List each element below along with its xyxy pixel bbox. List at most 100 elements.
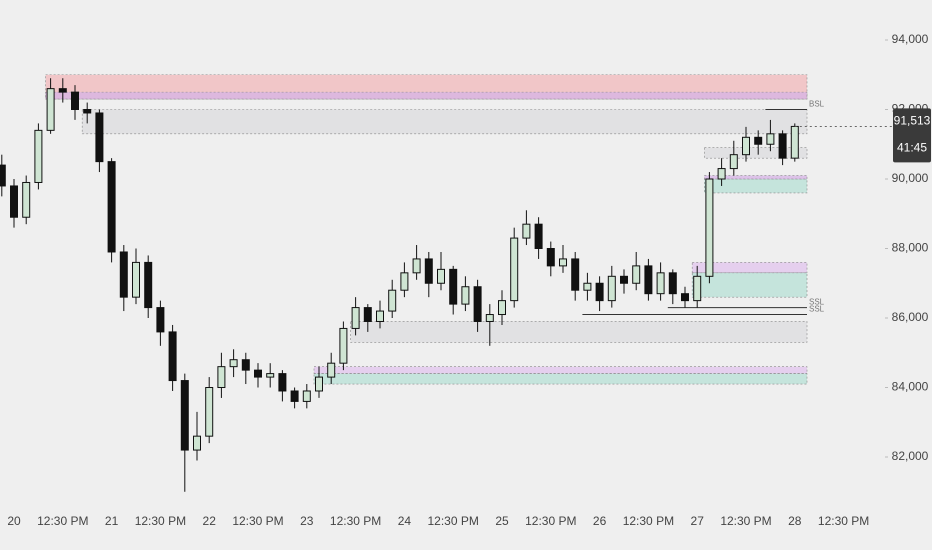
zone	[313, 373, 808, 385]
last-price-badge	[893, 108, 931, 163]
candle-body	[107, 161, 116, 253]
candle-body	[742, 136, 750, 156]
candle-body	[766, 133, 775, 145]
x-tick-label: 12:30 PM	[37, 514, 88, 528]
candle-body	[168, 331, 177, 382]
candle-body	[205, 387, 214, 437]
candle-body	[95, 112, 104, 163]
y-tick-label: 82,000	[892, 449, 929, 463]
candle-body	[790, 125, 799, 159]
level-label: SSL	[809, 298, 825, 307]
level-label: SSL	[809, 305, 825, 314]
candle-body	[0, 164, 6, 187]
candle-body	[229, 359, 238, 368]
y-tick-label: 84,000	[892, 380, 929, 394]
candle-body	[290, 390, 299, 402]
x-tick-label: 12:30 PM	[623, 514, 674, 528]
x-tick-label: 12:30 PM	[135, 514, 186, 528]
candle-body	[595, 282, 604, 302]
candle-body	[778, 133, 787, 159]
candle-body	[266, 373, 275, 378]
candle-body	[254, 369, 262, 378]
candle-body	[241, 359, 250, 371]
candle-body	[656, 272, 665, 295]
zone	[313, 366, 808, 374]
candle-body	[632, 265, 641, 284]
candle-body	[668, 272, 677, 295]
x-tick-label: 12:30 PM	[818, 514, 869, 528]
candle-body	[278, 373, 287, 392]
zone	[691, 272, 808, 298]
countdown-label: 41:45	[897, 141, 927, 155]
x-tick-label: 12:30 PM	[232, 514, 283, 528]
candle-body	[217, 366, 226, 389]
x-tick-label: 27	[691, 514, 705, 528]
candle-body	[437, 268, 445, 284]
candle-body	[376, 310, 384, 322]
candle-body	[22, 181, 31, 218]
candle-body	[193, 435, 201, 451]
x-tick-label: 25	[495, 514, 509, 528]
candle-body	[534, 223, 543, 250]
candle-body	[559, 258, 567, 267]
candle-body	[717, 168, 726, 180]
zone	[704, 175, 808, 180]
zone	[81, 109, 808, 135]
x-tick-label: 26	[593, 514, 607, 528]
candle-body	[339, 327, 348, 364]
candle-body	[58, 88, 67, 93]
candle-body	[132, 261, 140, 298]
x-tick-label: 20	[7, 514, 21, 528]
y-tick-label: 90,000	[892, 171, 929, 185]
candle-body	[46, 88, 55, 131]
candle-body	[424, 258, 433, 284]
candle-body	[180, 380, 189, 451]
x-tick-label: 12:30 PM	[428, 514, 479, 528]
level-label: BSL	[809, 100, 825, 109]
candle-body	[693, 275, 702, 302]
y-tick-label: 88,000	[892, 241, 929, 255]
x-tick-label: 12:30 PM	[330, 514, 381, 528]
candle-body	[144, 261, 153, 309]
last-price-label: 91,513	[894, 114, 931, 128]
x-tick-label: 12:30 PM	[720, 514, 771, 528]
candle-body	[754, 136, 763, 145]
candle-body	[351, 307, 360, 329]
candle-body	[388, 289, 397, 312]
candle-body	[485, 314, 494, 322]
x-tick-label: 23	[300, 514, 314, 528]
candle-body	[302, 390, 311, 402]
candle-body	[473, 286, 482, 322]
candle-body	[705, 178, 714, 277]
candle-body	[119, 251, 128, 298]
candle-body	[400, 272, 409, 291]
zone	[350, 321, 808, 343]
candle-body	[681, 293, 689, 302]
zone	[704, 178, 808, 194]
candle-body	[510, 237, 519, 302]
x-tick-label: 24	[398, 514, 412, 528]
candle-body	[156, 307, 165, 333]
y-tick-label: 94,000	[892, 32, 929, 46]
candle-body	[546, 248, 555, 267]
candle-body	[363, 307, 372, 322]
candle-body	[644, 265, 653, 295]
x-tick-label: 12:30 PM	[525, 514, 576, 528]
candle-body	[327, 362, 336, 378]
candle-body	[34, 129, 43, 183]
candle-body	[583, 282, 592, 291]
x-tick-label: 22	[203, 514, 217, 528]
x-tick-label: 28	[788, 514, 802, 528]
candle-body	[315, 376, 323, 392]
candle-body	[461, 286, 470, 305]
zone	[704, 147, 808, 159]
candle-body	[498, 300, 506, 316]
candle-body	[522, 223, 531, 239]
x-tick-label: 21	[105, 514, 119, 528]
candle-body	[620, 275, 628, 284]
candle-body	[607, 275, 616, 302]
candle-body	[71, 91, 79, 111]
y-tick-label: 86,000	[892, 310, 929, 324]
zone	[45, 91, 808, 100]
